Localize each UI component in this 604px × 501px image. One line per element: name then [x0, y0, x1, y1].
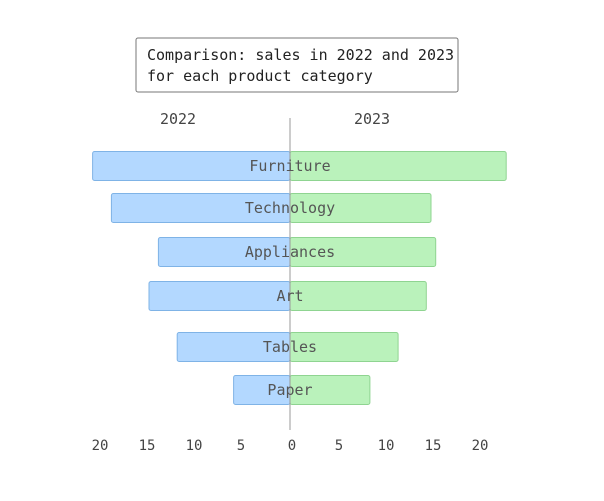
- title-box: Comparison: sales in 2022 and 2023 for e…: [135, 37, 459, 93]
- x-tick-right-0: 0: [288, 438, 296, 454]
- x-tick-left-10: 10: [186, 438, 203, 454]
- x-tick-right-10: 10: [378, 438, 395, 454]
- category-label-tables: Tables: [263, 338, 317, 356]
- bar-2023-art: [289, 281, 427, 311]
- category-labels-group: Furniture Technology Appliances Art Tables Pa…: [245, 157, 335, 399]
- x-tick-left-20: 20: [92, 438, 109, 454]
- series-label-2022: 2022: [160, 110, 196, 128]
- bars-group: [92, 151, 507, 405]
- bar-2022-art: [148, 281, 291, 311]
- x-tick-right-15: 15: [425, 438, 442, 454]
- category-label-paper: Paper: [267, 381, 312, 399]
- category-label-appliances: Appliances: [245, 243, 335, 261]
- chart-title-line-2: for each product category: [147, 67, 373, 85]
- category-label-art: Art: [276, 287, 303, 305]
- x-tick-left-15: 15: [139, 438, 156, 454]
- category-label-technology: Technology: [245, 199, 335, 217]
- x-tick-right-20: 20: [472, 438, 489, 454]
- x-tick-right-5: 5: [335, 438, 343, 454]
- chart-title-line-1: Comparison: sales in 2022 and 2023: [147, 46, 454, 64]
- x-tick-left-5: 5: [237, 438, 245, 454]
- x-axis-ticks-group: 20 15 10 5 0 5 10 15 20: [92, 438, 489, 454]
- series-label-2023: 2023: [354, 110, 390, 128]
- category-label-furniture: Furniture: [249, 157, 330, 175]
